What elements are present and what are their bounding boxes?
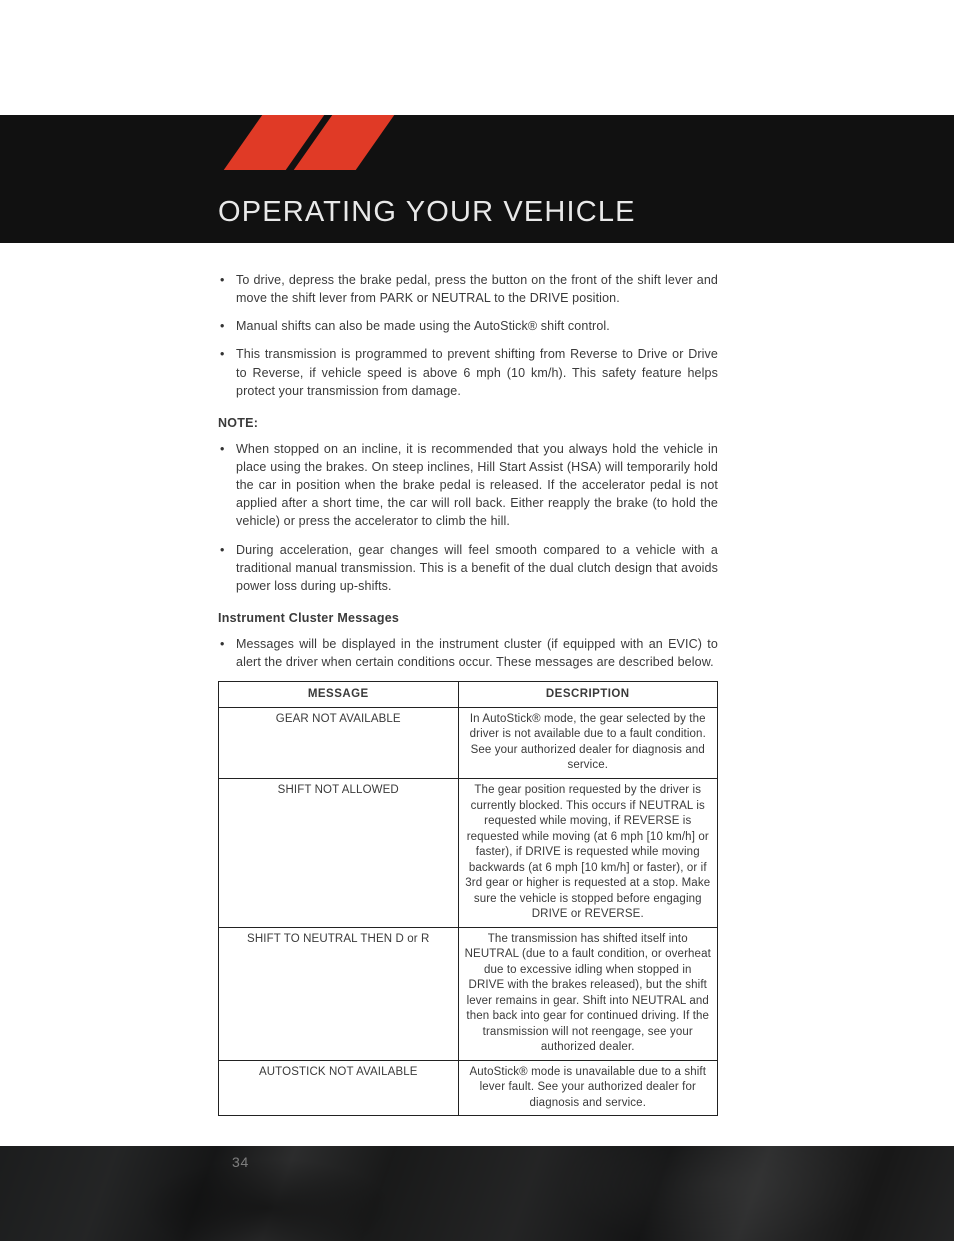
cell-description: AutoStick® mode is unavailable due to a … [458, 1060, 717, 1116]
manual-page: OPERATING YOUR VEHICLE To drive, depress… [0, 115, 954, 1241]
cell-description: The gear position requested by the drive… [458, 778, 717, 927]
list-item: When stopped on an incline, it is recomm… [236, 440, 718, 531]
page-title: OPERATING YOUR VEHICLE [218, 196, 636, 229]
cluster-intro-list: Messages will be displayed in the instru… [218, 635, 718, 671]
table-row: AUTOSTICK NOT AVAILABLE AutoStick® mode … [219, 1060, 718, 1116]
cell-description: The transmission has shifted itself into… [458, 927, 717, 1060]
header-bar: OPERATING YOUR VEHICLE [0, 115, 954, 243]
intro-list: To drive, depress the brake pedal, press… [218, 271, 718, 400]
col-description: DESCRIPTION [458, 682, 717, 708]
page-number: 34 [232, 1154, 249, 1170]
table-row: GEAR NOT AVAILABLE In AutoStick® mode, t… [219, 707, 718, 778]
cluster-heading: Instrument Cluster Messages [218, 609, 718, 627]
cell-description: In AutoStick® mode, the gear selected by… [458, 707, 717, 778]
list-item: Messages will be displayed in the instru… [236, 635, 718, 671]
list-item: To drive, depress the brake pedal, press… [236, 271, 718, 307]
col-message: MESSAGE [219, 682, 459, 708]
table-header-row: MESSAGE DESCRIPTION [219, 682, 718, 708]
table-row: SHIFT TO NEUTRAL THEN D or R The transmi… [219, 927, 718, 1060]
list-item: During acceleration, gear changes will f… [236, 541, 718, 595]
brand-stripes [218, 115, 418, 170]
table-row: SHIFT NOT ALLOWED The gear position requ… [219, 778, 718, 927]
cell-message: GEAR NOT AVAILABLE [219, 707, 459, 778]
list-item: Manual shifts can also be made using the… [236, 317, 718, 335]
cell-message: SHIFT NOT ALLOWED [219, 778, 459, 927]
body-content: To drive, depress the brake pedal, press… [218, 243, 718, 1116]
messages-table: MESSAGE DESCRIPTION GEAR NOT AVAILABLE I… [218, 681, 718, 1116]
list-item: This transmission is programmed to preve… [236, 345, 718, 399]
cell-message: AUTOSTICK NOT AVAILABLE [219, 1060, 459, 1116]
footer-image-strip: 34 [0, 1146, 954, 1241]
note-heading: NOTE: [218, 414, 718, 432]
cell-message: SHIFT TO NEUTRAL THEN D or R [219, 927, 459, 1060]
note-list: When stopped on an incline, it is recomm… [218, 440, 718, 595]
